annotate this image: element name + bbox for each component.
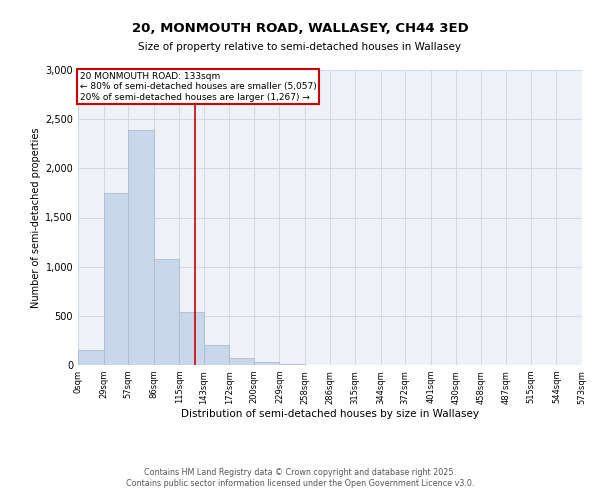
Bar bbox=[104, 193, 128, 365]
Y-axis label: Number of semi-detached properties: Number of semi-detached properties bbox=[31, 127, 41, 308]
Text: 20 MONMOUTH ROAD: 133sqm
← 80% of semi-detached houses are smaller (5,057)
20% o: 20 MONMOUTH ROAD: 133sqm ← 80% of semi-d… bbox=[80, 72, 317, 102]
Bar bbox=[254, 362, 280, 365]
Bar bbox=[229, 358, 254, 365]
Bar bbox=[280, 364, 305, 365]
Text: Contains HM Land Registry data © Crown copyright and database right 2025.
Contai: Contains HM Land Registry data © Crown c… bbox=[126, 468, 474, 487]
Bar bbox=[128, 130, 154, 365]
Text: Size of property relative to semi-detached houses in Wallasey: Size of property relative to semi-detach… bbox=[139, 42, 461, 52]
Bar bbox=[78, 350, 104, 365]
Bar bbox=[204, 346, 229, 365]
X-axis label: Distribution of semi-detached houses by size in Wallasey: Distribution of semi-detached houses by … bbox=[181, 410, 479, 420]
Text: 20, MONMOUTH ROAD, WALLASEY, CH44 3ED: 20, MONMOUTH ROAD, WALLASEY, CH44 3ED bbox=[131, 22, 469, 36]
Bar bbox=[154, 260, 179, 365]
Bar bbox=[179, 312, 204, 365]
